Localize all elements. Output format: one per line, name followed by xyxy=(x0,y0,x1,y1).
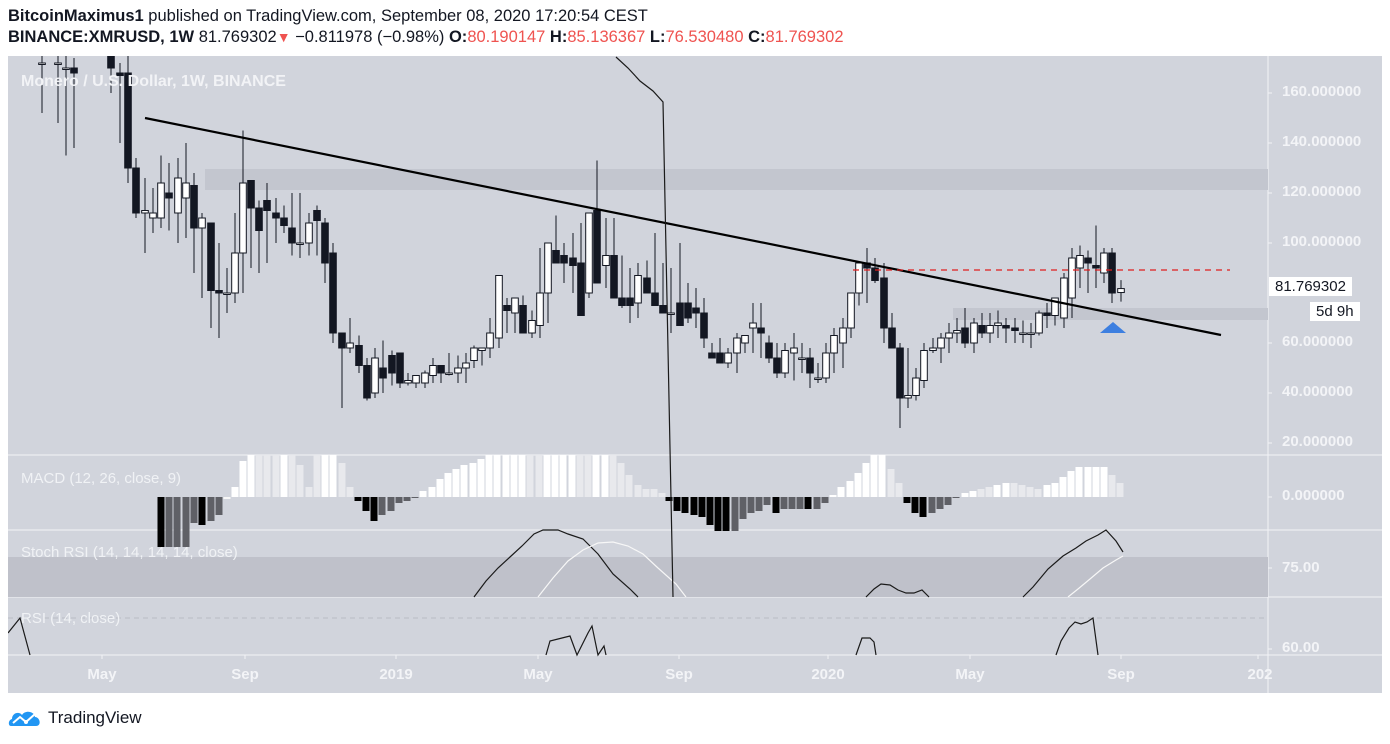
price-axis-label: 140.000000 xyxy=(1282,133,1362,150)
candlestick-series xyxy=(38,56,1125,428)
macd-pane-title: MACD (12, 26, close, 9) xyxy=(21,470,182,487)
price-axis-label: 160.000000 xyxy=(1282,83,1362,100)
time-axis-label: 202 xyxy=(1247,666,1273,683)
low-label: L: xyxy=(649,28,666,46)
tradingview-footer: TradingView xyxy=(8,708,142,728)
resistance-zone xyxy=(205,169,1268,190)
current-price-tag: 81.769302 xyxy=(1269,277,1352,296)
price-axis-label: 100.000000 xyxy=(1282,233,1362,250)
author-name[interactable]: BitcoinMaximus1 xyxy=(8,7,144,25)
bar-countdown-tag: 5d 9h xyxy=(1310,302,1360,321)
publish-line: BitcoinMaximus1 published on TradingView… xyxy=(8,6,844,27)
down-arrow-icon: ▼ xyxy=(276,29,291,45)
time-axis-label: Sep xyxy=(1107,666,1135,683)
price-axis-label: 20.000000 xyxy=(1282,433,1353,450)
chart-title: Monero / U.S. Dollar, 1W, BINANCE xyxy=(21,73,286,90)
tradingview-brand: TradingView xyxy=(48,708,142,727)
time-axis-label: May xyxy=(523,666,553,683)
macd-axis-label: 0.000000 xyxy=(1282,487,1345,504)
stoch-rsi-pane-title: Stoch RSI (14, 14, 14, 14, close) xyxy=(21,544,238,561)
rsi-pane-title: RSI (14, close) xyxy=(21,610,121,627)
descending-trendline xyxy=(144,116,1222,337)
price-axis-label: 120.000000 xyxy=(1282,183,1362,200)
chart-container[interactable]: Monero / U.S. Dollar, 1W, BINANCE 160.00… xyxy=(8,56,1382,693)
support-arrow-icon xyxy=(1100,322,1126,333)
tradingview-logo-icon xyxy=(8,711,40,726)
last-price: 81.769302 xyxy=(198,28,277,46)
publish-info: published on TradingView.com, September … xyxy=(143,7,648,25)
macd-histogram xyxy=(157,455,1124,547)
time-axis-label: 2019 xyxy=(379,666,413,683)
symbol-name: BINANCE:XMRUSD, 1W xyxy=(8,28,195,46)
support-zone xyxy=(953,308,1268,320)
stoch-axis-label: 75.00 xyxy=(1282,559,1320,576)
chart-canvas[interactable] xyxy=(8,56,1382,693)
price-axis-label: 60.000000 xyxy=(1282,333,1353,350)
close-label: C: xyxy=(748,28,766,46)
high-label: H: xyxy=(549,28,568,46)
close-value: 81.769302 xyxy=(765,28,844,46)
time-axis-label: Sep xyxy=(665,666,693,683)
time-axis-label: May xyxy=(955,666,985,683)
symbol-line: BINANCE:XMRUSD, 1W 81.769302▼ −0.811978 … xyxy=(8,27,844,48)
chart-header: BitcoinMaximus1 published on TradingView… xyxy=(8,6,844,48)
open-value: 80.190147 xyxy=(467,28,546,46)
high-value: 85.136367 xyxy=(567,28,646,46)
price-change: −0.811978 (−0.98%) xyxy=(295,28,445,46)
price-axis-label: 40.000000 xyxy=(1282,383,1353,400)
time-axis-label: May xyxy=(87,666,117,683)
time-axis-label: 2020 xyxy=(811,666,845,683)
rsi-axis-label: 60.00 xyxy=(1282,639,1320,656)
open-label: O: xyxy=(448,28,468,46)
time-axis-label: Sep xyxy=(231,666,259,683)
low-value: 76.530480 xyxy=(665,28,744,46)
